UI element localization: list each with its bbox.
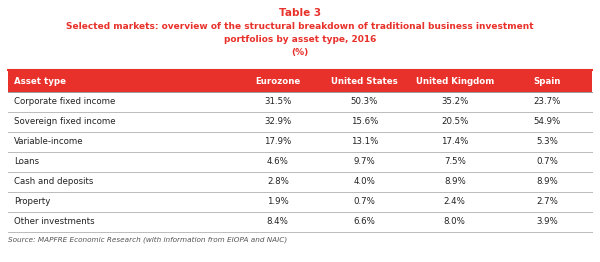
Bar [8,70,235,92]
Text: (%): (%) [292,48,308,57]
Text: 8.9%: 8.9% [444,177,466,187]
Text: 4.0%: 4.0% [353,177,375,187]
Text: Loans: Loans [14,157,39,166]
Bar [502,112,592,132]
Text: Other investments: Other investments [14,217,95,227]
Text: 3.9%: 3.9% [536,217,558,227]
Text: 17.9%: 17.9% [264,138,292,146]
Bar [502,192,592,212]
Text: 2.8%: 2.8% [267,177,289,187]
Text: 6.6%: 6.6% [353,217,375,227]
Text: Selected markets: overview of the structural breakdown of traditional business i: Selected markets: overview of the struct… [66,22,534,31]
Bar [502,132,592,152]
Text: 8.9%: 8.9% [536,177,558,187]
Text: 0.7%: 0.7% [536,157,558,166]
Bar [407,132,502,152]
Text: Source: MAPFRE Economic Research (with information from EIOPA and NAIC): Source: MAPFRE Economic Research (with i… [8,236,287,243]
Bar [407,152,502,172]
Text: 31.5%: 31.5% [264,97,292,106]
Text: Spain: Spain [533,77,561,85]
Text: Table 3: Table 3 [279,8,321,18]
Bar [235,152,321,172]
Bar [321,152,407,172]
Text: 4.6%: 4.6% [267,157,289,166]
Text: 32.9%: 32.9% [264,117,292,127]
Bar [321,212,407,232]
Bar [407,70,502,92]
Bar [321,70,407,92]
Text: 5.3%: 5.3% [536,138,558,146]
Text: United States: United States [331,77,398,85]
Bar [8,192,235,212]
Bar [321,192,407,212]
Text: 7.5%: 7.5% [444,157,466,166]
Bar [8,172,235,192]
Text: 9.7%: 9.7% [353,157,375,166]
Text: 20.5%: 20.5% [441,117,469,127]
Text: 8.0%: 8.0% [444,217,466,227]
Bar [407,112,502,132]
Bar [235,92,321,112]
Bar [235,112,321,132]
Bar [235,70,321,92]
Bar [235,212,321,232]
Text: 1.9%: 1.9% [267,198,289,206]
Bar [235,132,321,152]
Bar [502,92,592,112]
Bar [502,212,592,232]
Bar [321,172,407,192]
Text: 2.4%: 2.4% [444,198,466,206]
Text: Cash and deposits: Cash and deposits [14,177,94,187]
Bar [235,172,321,192]
Text: 54.9%: 54.9% [533,117,560,127]
Bar [8,152,235,172]
Bar [502,70,592,92]
Bar [502,172,592,192]
Text: Variable-income: Variable-income [14,138,83,146]
Bar [235,192,321,212]
Text: Corporate fixed income: Corporate fixed income [14,97,115,106]
Bar [321,132,407,152]
Text: 0.7%: 0.7% [353,198,375,206]
Text: United Kingdom: United Kingdom [416,77,494,85]
Bar [502,152,592,172]
Bar [8,92,235,112]
Bar [321,92,407,112]
Text: 2.7%: 2.7% [536,198,558,206]
Bar [8,212,235,232]
Bar [321,112,407,132]
Text: Eurozone: Eurozone [255,77,301,85]
Text: 50.3%: 50.3% [350,97,378,106]
Bar [407,212,502,232]
Text: Property: Property [14,198,50,206]
Text: Asset type: Asset type [14,77,66,85]
Bar [407,172,502,192]
Text: 13.1%: 13.1% [350,138,378,146]
Bar [407,92,502,112]
Text: 23.7%: 23.7% [533,97,561,106]
Text: Sovereign fixed income: Sovereign fixed income [14,117,116,127]
Text: portfolios by asset type, 2016: portfolios by asset type, 2016 [224,35,376,44]
Bar [8,132,235,152]
Bar [407,192,502,212]
Text: 15.6%: 15.6% [350,117,378,127]
Text: 17.4%: 17.4% [441,138,469,146]
Text: 8.4%: 8.4% [267,217,289,227]
Bar [8,112,235,132]
Text: 35.2%: 35.2% [441,97,469,106]
